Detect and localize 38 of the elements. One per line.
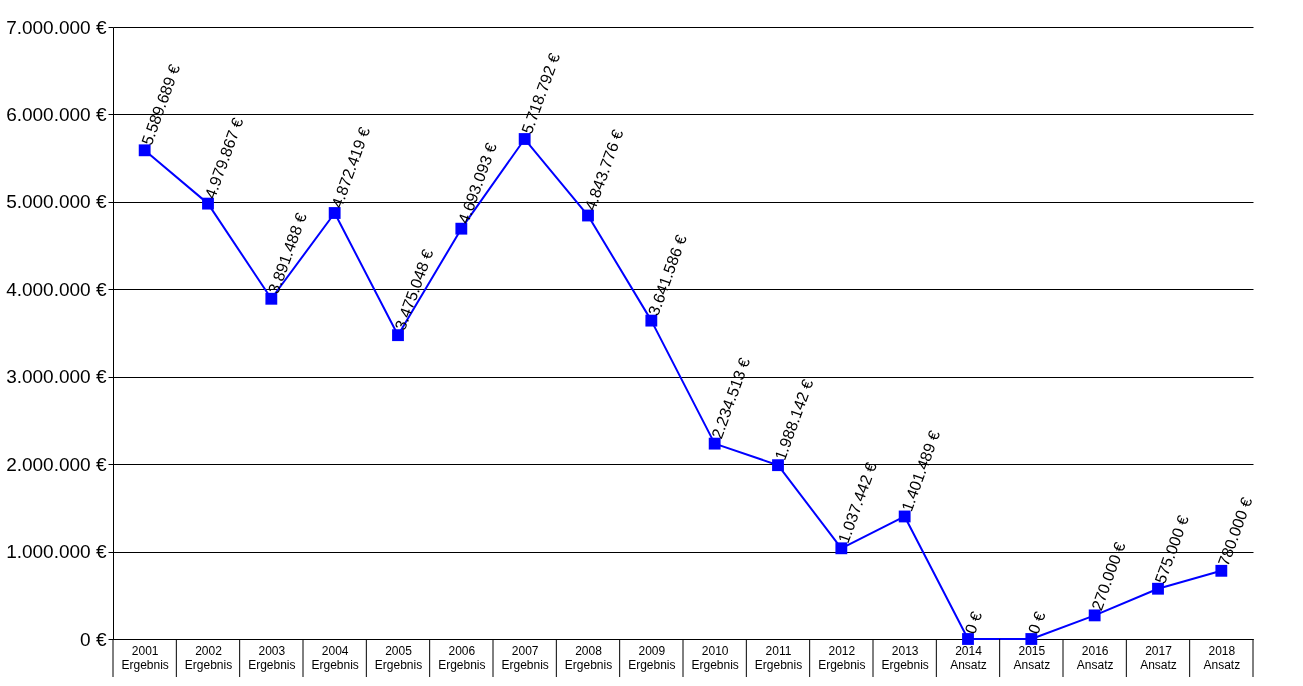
- x-tick-label: 2006 Ergebnis: [438, 643, 486, 672]
- y-tick-label: 4.000.000 €: [6, 278, 107, 300]
- x-tick-label: 2004 Ergebnis: [311, 643, 359, 672]
- x-tick-label: 2012 Ergebnis: [818, 643, 866, 672]
- x-tick-label: 2017 Ansatz: [1140, 643, 1177, 672]
- point: [835, 542, 848, 555]
- y-tick-label: 2.000.000 €: [6, 453, 107, 475]
- x-tick-label: 2009 Ergebnis: [628, 643, 676, 672]
- x-tick-label: 2003 Ergebnis: [248, 643, 296, 672]
- y-tick-label: 6.000.000 €: [6, 103, 107, 125]
- y-tick-label: 1.000.000 €: [6, 541, 107, 563]
- y-tick-label: 7.000.000 €: [6, 16, 107, 38]
- point: [392, 329, 404, 342]
- x-tick-label: 2018 Ansatz: [1203, 643, 1241, 672]
- x-tick-label: 2015 Ansatz: [1013, 643, 1051, 672]
- point: [582, 209, 594, 222]
- x-tick-label: 2007 Ergebnis: [501, 643, 549, 672]
- point: [328, 207, 341, 219]
- point: [1215, 564, 1228, 577]
- x-tick-label: 2016 Ansatz: [1076, 643, 1114, 672]
- y-tick-label: 0 €: [80, 628, 107, 650]
- x-tick-label: 2001 Ergebnis: [121, 643, 169, 672]
- y-tick-label: 5.000.000 €: [6, 191, 107, 213]
- y-tick-label: 3.000.000 €: [6, 366, 107, 388]
- point: [138, 144, 151, 157]
- point: [1025, 633, 1038, 645]
- data-label: 0 €: [961, 609, 986, 637]
- x-tick-label: 2014 Ansatz: [950, 643, 987, 672]
- x-tick-label: 2013 Ergebnis: [881, 643, 929, 672]
- data-label: 0 €: [1024, 609, 1049, 637]
- x-tick-label: 2011 Ergebnis: [754, 643, 803, 672]
- point: [962, 633, 974, 645]
- point: [518, 133, 531, 145]
- point: [772, 459, 784, 472]
- x-tick-label: 2010 Ergebnis: [691, 643, 739, 672]
- x-tick-label: 2002 Ergebnis: [184, 643, 233, 672]
- x-tick-label: 2008 Ergebnis: [564, 643, 613, 672]
- x-tick-label: 2005 Ergebnis: [374, 643, 423, 672]
